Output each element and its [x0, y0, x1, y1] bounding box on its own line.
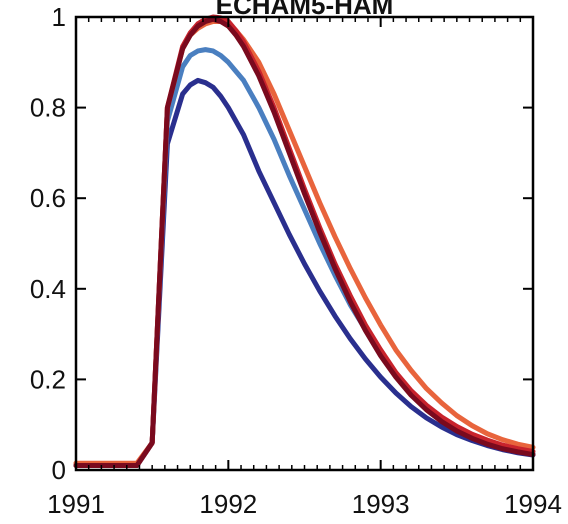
tick-layer: 1991 1992 1993 1994 0 0.2 0.4 0.6 0.8 1 [30, 2, 562, 519]
y-tick-label: 0 [52, 455, 66, 485]
y-tick-label: 1 [52, 2, 66, 32]
y-tick-label: 0.4 [30, 274, 66, 304]
x-tick-label: 1992 [199, 489, 257, 519]
series-layer [73, 14, 536, 468]
x-tick-label: 1991 [47, 489, 105, 519]
series-line-1 [73, 77, 536, 468]
series-line-4 [73, 14, 536, 468]
x-tick-label: 1993 [352, 489, 410, 519]
series-line-3 [73, 19, 536, 466]
x-tick-label: 1994 [504, 489, 562, 519]
plot-frame [74, 15, 535, 472]
y-tick-label: 0.6 [30, 183, 66, 213]
y-tick-label: 0.2 [30, 364, 66, 394]
y-tick-label: 0.8 [30, 93, 66, 123]
series-line-2 [73, 47, 536, 468]
chart-title: ECHAM5-HAM [216, 0, 394, 20]
series-line-5 [73, 16, 536, 468]
